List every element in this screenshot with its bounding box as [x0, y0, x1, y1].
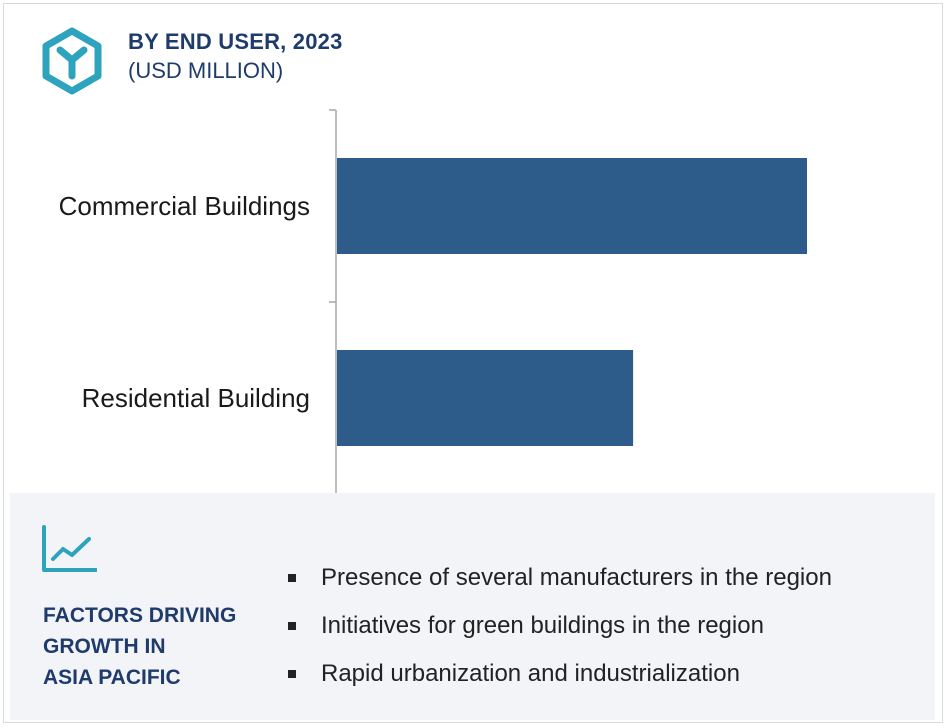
bar-residential-building: [337, 350, 634, 446]
factors-list: Presence of several manufacturers in the…: [286, 563, 832, 707]
category-label: Residential Building: [82, 383, 310, 413]
factors-heading-line-2: GROWTH IN: [43, 635, 166, 658]
bar-commercial-buildings: [337, 158, 807, 254]
factors-panel: FACTORS DRIVING GROWTH IN ASIA PACIFIC P…: [10, 493, 935, 720]
factor-item: Rapid urbanization and industrialization: [286, 659, 832, 707]
chart-title: BY END USER, 2023: [128, 29, 343, 54]
chart-subtitle: (USD MILLION): [128, 58, 284, 83]
factors-heading: FACTORS DRIVING GROWTH IN ASIA PACIFIC: [43, 600, 273, 693]
bar-chart: Commercial Buildings Residential Building: [59, 109, 807, 495]
factors-heading-line-3: ASIA PACIFIC: [43, 666, 181, 689]
category-label: Commercial Buildings: [59, 191, 310, 221]
factor-item: Initiatives for green buildings in the r…: [286, 611, 832, 659]
hexagon-y-logo-icon: [42, 27, 102, 95]
line-chart-icon: [42, 525, 97, 572]
factors-heading-line-1: FACTORS DRIVING: [43, 604, 237, 627]
factor-item: Presence of several manufacturers in the…: [286, 563, 832, 611]
